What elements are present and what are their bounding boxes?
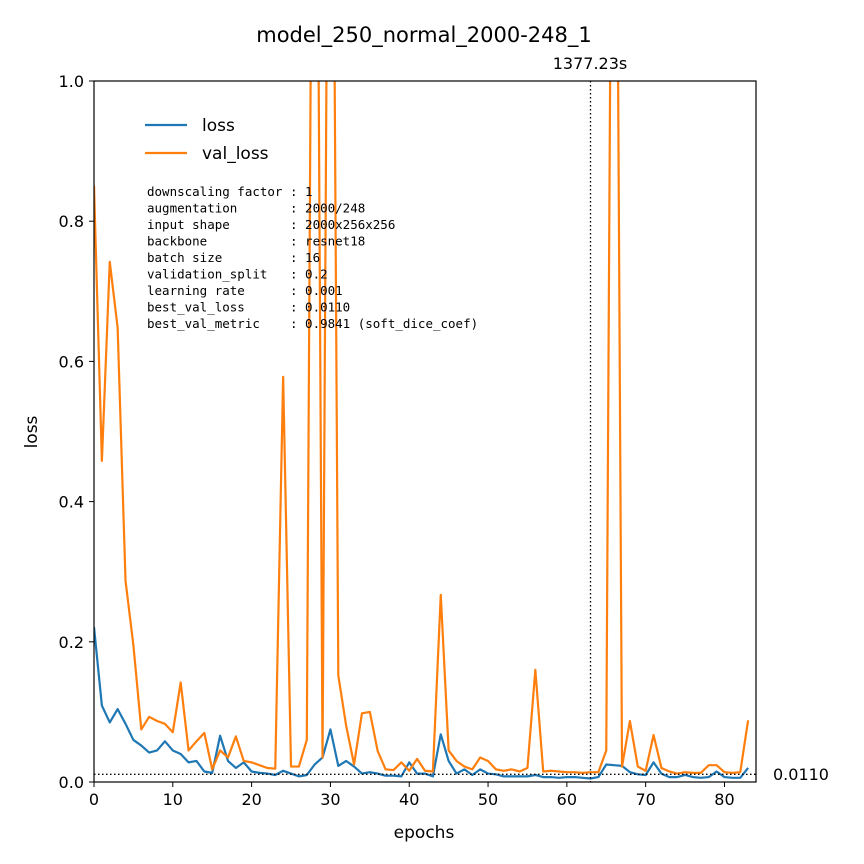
info-line: best_val_loss : 0.0110 — [147, 300, 350, 315]
info-line: downscaling factor : 1 — [147, 184, 313, 199]
y-tick-label: 0.8 — [59, 212, 84, 231]
x-tick-label: 30 — [320, 790, 340, 809]
info-line: augmentation : 2000/248 — [147, 201, 365, 216]
x-tick-label: 60 — [557, 790, 577, 809]
x-tick-label: 50 — [478, 790, 498, 809]
y-axis-label: loss — [22, 415, 42, 448]
info-line: input shape : 2000x256x256 — [147, 217, 395, 232]
info-line: learning rate : 0.001 — [147, 283, 343, 298]
info-line: batch size : 16 — [147, 250, 320, 265]
y-tick-label: 0.6 — [59, 352, 84, 371]
chart-title: model_250_normal_2000-248_1 — [256, 23, 592, 48]
y-tick-label: 0.0 — [59, 773, 84, 792]
legend-label-loss: loss — [202, 116, 235, 136]
y-axis: 0.0 0.2 0.4 0.6 0.8 1.0 — [59, 72, 94, 792]
best-val-loss-label: 0.0110 — [773, 765, 829, 784]
x-axis: 0 10 20 30 40 50 60 70 80 — [89, 782, 735, 809]
y-tick-label: 1.0 — [59, 72, 84, 91]
training-info-block: downscaling factor : 1 augmentation : 20… — [147, 184, 478, 331]
x-tick-label: 0 — [89, 790, 99, 809]
x-tick-label: 80 — [714, 790, 734, 809]
plot-area — [93, 80, 757, 783]
x-tick-label: 10 — [163, 790, 183, 809]
best-epoch-time-label: 1377.23s — [553, 54, 628, 73]
info-line: validation_split : 0.2 — [147, 267, 328, 282]
legend-label-val-loss: val_loss — [202, 144, 269, 164]
legend: loss val_loss — [145, 116, 269, 164]
x-tick-label: 40 — [399, 790, 419, 809]
x-tick-label: 20 — [241, 790, 261, 809]
info-line: backbone : resnet18 — [147, 234, 365, 249]
series-line-val-loss — [94, 81, 750, 775]
x-tick-label: 70 — [635, 790, 655, 809]
y-tick-label: 0.4 — [59, 493, 84, 512]
info-line: best_val_metric : 0.9841 (soft_dice_coef… — [147, 316, 478, 331]
x-axis-label: epochs — [394, 823, 455, 843]
y-tick-label: 0.2 — [59, 633, 84, 652]
axes-frame — [93, 80, 757, 783]
